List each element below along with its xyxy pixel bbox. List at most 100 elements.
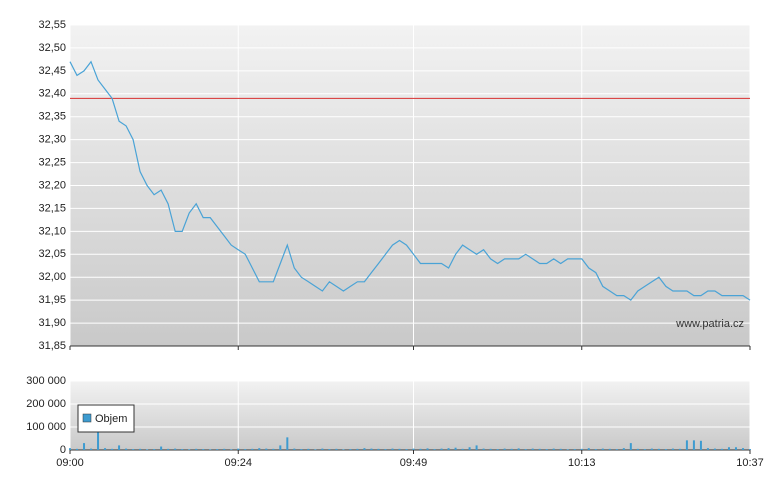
volume-bar — [503, 448, 506, 450]
y-tick-label: 32,05 — [38, 248, 66, 260]
volume-bar — [377, 448, 380, 450]
y-tick-label: 32,15 — [38, 202, 66, 214]
volume-bar — [559, 448, 562, 450]
volume-bar — [335, 448, 338, 450]
volume-bar — [629, 443, 632, 450]
y-tick-label: 32,50 — [38, 42, 66, 54]
price-line — [69, 60, 751, 301]
volume-bar — [321, 448, 324, 450]
y-tick-label: 32,10 — [38, 225, 66, 237]
watermark: www.patria.cz — [675, 318, 744, 330]
y-tick-label: 32,30 — [38, 134, 66, 146]
volume-bar — [440, 448, 443, 450]
volume-bar — [356, 448, 359, 450]
volume-bar — [749, 449, 751, 450]
volume-bar — [594, 449, 597, 450]
volume-bar — [489, 448, 492, 450]
volume-bar — [538, 448, 541, 450]
volume-bar — [244, 449, 247, 450]
volume-bar — [685, 440, 688, 450]
volume-bar — [608, 448, 611, 450]
volume-bar — [160, 446, 163, 450]
volume-bar — [118, 445, 121, 450]
volume-bar — [258, 448, 261, 450]
volume-bar — [342, 449, 345, 450]
volume-bar — [545, 449, 548, 450]
y-tick-label: 32,35 — [38, 111, 66, 123]
y-tick-label: 100 000 — [26, 421, 66, 433]
volume-bar — [139, 448, 142, 450]
volume-bar — [580, 448, 583, 450]
volume-bar — [153, 449, 156, 450]
volume-bar — [664, 449, 667, 450]
volume-bar — [601, 448, 604, 450]
x-tick-label: 10:13 — [568, 457, 596, 469]
y-tick-label: 32,25 — [38, 156, 66, 168]
volume-plot-area — [70, 381, 750, 450]
volume-bar — [573, 449, 576, 450]
x-tick-label: 09:49 — [400, 457, 428, 469]
volume-bar — [433, 449, 436, 450]
volume-bar — [286, 437, 289, 450]
y-tick-label: 31,90 — [38, 317, 66, 329]
volume-bar — [230, 449, 233, 450]
volume-bar — [419, 448, 422, 450]
volume-bar — [167, 448, 170, 450]
volume-bar — [293, 448, 296, 450]
volume-bar — [650, 448, 653, 450]
y-tick-label: 0 — [60, 444, 66, 456]
volume-bar — [300, 449, 303, 450]
y-tick-label: 300 000 — [26, 375, 66, 387]
volume-bar — [195, 448, 198, 450]
volume-bar — [461, 448, 464, 450]
volume-bar — [454, 447, 457, 450]
volume-bar — [216, 449, 219, 450]
volume-bar — [636, 448, 639, 450]
volume-bar — [678, 448, 681, 450]
volume-bar — [181, 449, 184, 450]
volume-bar — [391, 448, 394, 450]
y-tick-label: 31,85 — [38, 340, 66, 352]
volume-bar — [741, 448, 744, 450]
y-tick-label: 32,20 — [38, 179, 66, 191]
volume-bar — [202, 449, 205, 450]
volume-bar — [643, 449, 646, 450]
volume-bar — [531, 448, 534, 450]
volume-bar — [370, 448, 373, 450]
volume-bar — [209, 449, 212, 450]
volume-bar — [349, 449, 352, 450]
volume-bar — [468, 447, 471, 450]
volume-bar — [174, 448, 177, 450]
volume-bar — [587, 448, 590, 450]
volume-bar — [265, 448, 268, 450]
volume-bar — [223, 448, 226, 450]
x-tick-label: 10:37 — [736, 457, 764, 469]
volume-bar — [237, 448, 240, 450]
volume-bar — [566, 449, 569, 450]
volume-bar — [510, 448, 513, 450]
legend-swatch — [82, 413, 92, 423]
volume-bar — [517, 448, 520, 450]
volume-bar — [314, 449, 317, 450]
volume-bar — [125, 448, 128, 450]
volume-bar — [307, 448, 310, 450]
volume-bar — [657, 448, 660, 450]
volume-bar — [496, 449, 499, 450]
volume-bar — [475, 445, 478, 450]
y-tick-label: 200 000 — [26, 398, 66, 410]
volume-bar — [398, 448, 401, 450]
volume-bar — [405, 449, 408, 450]
volume-bar — [426, 448, 429, 450]
y-tick-label: 31,95 — [38, 294, 66, 306]
volume-bar — [727, 447, 730, 450]
y-tick-label: 32,55 — [38, 19, 66, 31]
volume-bar — [622, 448, 625, 450]
volume-bar — [699, 440, 702, 450]
volume-bar — [692, 440, 695, 450]
y-tick-label: 32,00 — [38, 271, 66, 283]
volume-bar — [615, 449, 618, 450]
volume-bar — [83, 443, 86, 450]
volume-bar — [272, 448, 275, 450]
volume-bar — [104, 448, 107, 450]
